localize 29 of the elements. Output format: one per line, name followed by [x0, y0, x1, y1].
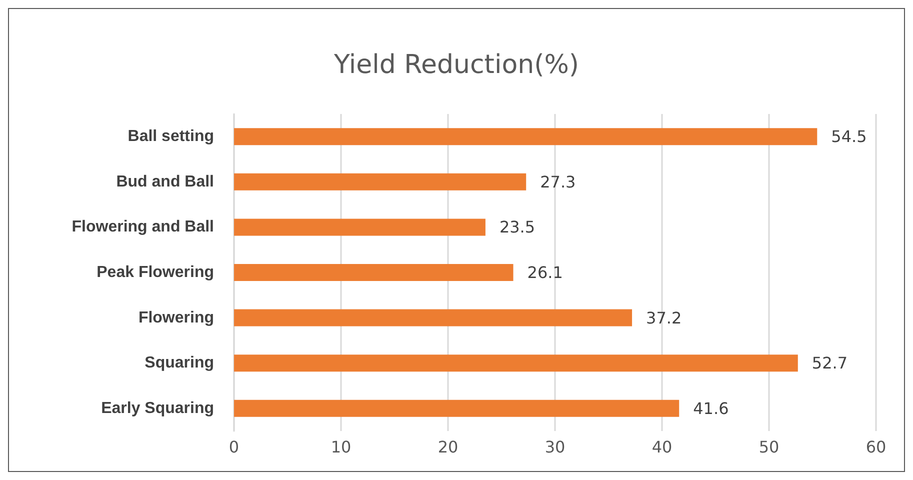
x-tick-label: 30	[544, 438, 566, 456]
data-label: 54.5	[831, 127, 867, 146]
data-label: 52.7	[812, 354, 848, 373]
data-label: 27.3	[540, 172, 576, 192]
y-tick-label: Ball setting	[128, 128, 214, 146]
data-label: 41.6	[693, 398, 729, 418]
x-tick-label: 50	[758, 438, 780, 456]
data-label: 23.5	[499, 218, 536, 237]
y-tick-label: Peak Flowering	[96, 264, 214, 281]
x-tick-label: 40	[652, 438, 672, 456]
x-tick-label: 20	[438, 438, 458, 456]
bar	[234, 218, 486, 236]
bar	[234, 264, 514, 281]
data-label: 26.1	[527, 263, 563, 282]
y-tick-label: Early Squaring	[101, 400, 214, 417]
y-tick-label: Flowering and Ball	[72, 218, 214, 236]
bar	[234, 128, 818, 146]
x-tick-label: 60	[866, 438, 886, 456]
bar	[234, 309, 632, 326]
chart-title: Yield Reduction(%)	[332, 50, 580, 80]
y-tick-label: Bud and Ball	[116, 173, 214, 190]
x-tick-label: 0	[228, 438, 240, 456]
bar	[234, 400, 680, 417]
bar	[234, 173, 526, 190]
bar	[234, 354, 798, 372]
data-label: 37.2	[646, 308, 682, 328]
y-tick-label: Flowering	[138, 309, 214, 326]
x-tick-label: 10	[330, 438, 352, 456]
y-tick-label: Squaring	[144, 354, 214, 372]
